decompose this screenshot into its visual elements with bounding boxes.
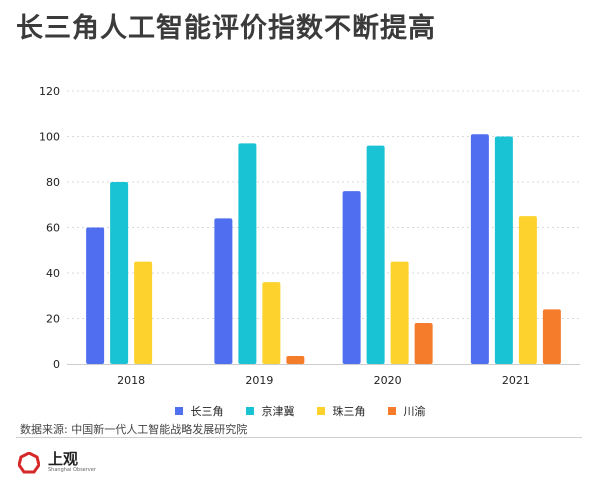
bar-2021-series-0 <box>470 134 489 364</box>
bar-2021-series-3 <box>542 309 561 364</box>
bar-2019-series-3 <box>286 356 305 364</box>
bars-layer <box>86 134 561 364</box>
legend-item: 京津冀 <box>245 403 295 419</box>
bar-2019-series-2 <box>262 282 281 364</box>
legend-label: 京津冀 <box>261 405 295 418</box>
y-tick-label: 100 <box>39 131 60 144</box>
bar-2019-series-1 <box>238 143 257 364</box>
bar-2020-series-2 <box>390 261 409 364</box>
bar-2019-series-0 <box>214 218 233 364</box>
legend-item: 珠三角 <box>316 403 366 419</box>
brand-logo-icon <box>18 452 40 474</box>
x-tick-label: 2021 <box>502 374 530 387</box>
bar-2021-series-1 <box>494 136 513 364</box>
legend-item: 川渝 <box>387 403 426 419</box>
bar-2020-series-3 <box>414 323 433 364</box>
grid-layer <box>67 90 580 319</box>
legend-swatch <box>245 407 254 415</box>
legend-label: 长三角 <box>190 405 224 418</box>
bar-2018-series-2 <box>134 261 153 364</box>
legend-swatch <box>174 407 183 415</box>
y-tick-label: 60 <box>46 222 60 235</box>
bar-chart: 0 20 40 60 80 100 120 2018 2019 2020 2021 <box>39 85 580 387</box>
x-tick-label: 2020 <box>374 374 402 387</box>
brand-text: 上观 Shanghai Observer <box>48 452 96 474</box>
ticks-layer: 0 20 40 60 80 100 120 2018 2019 2020 2021 <box>39 85 530 387</box>
legend-swatch <box>316 407 325 415</box>
legend-swatch <box>387 407 396 415</box>
legend: 长三角 京津冀 珠三角 川渝 <box>0 403 600 419</box>
x-tick-label: 2018 <box>117 374 145 387</box>
brand-name: 上观 <box>48 450 79 468</box>
x-tick-label: 2019 <box>245 374 273 387</box>
bar-2021-series-2 <box>518 216 537 364</box>
brand-subtitle: Shanghai Observer <box>48 467 96 473</box>
y-tick-label: 40 <box>46 267 60 280</box>
bar-2020-series-0 <box>342 191 361 364</box>
bar-2020-series-1 <box>366 145 385 364</box>
bar-2018-series-1 <box>110 182 129 364</box>
chart-title: 长三角人工智能评价指数不断提高 <box>16 13 436 44</box>
legend-item: 长三角 <box>174 403 224 419</box>
y-tick-label: 120 <box>39 85 60 98</box>
brand-block: 上观 Shanghai Observer <box>18 452 96 474</box>
y-tick-label: 20 <box>46 313 60 326</box>
data-source-note: 数据来源: 中国新一代人工智能战略发展研究院 <box>20 423 248 436</box>
footer-divider <box>16 437 582 438</box>
legend-label: 珠三角 <box>332 405 366 418</box>
bar-2018-series-0 <box>86 227 105 364</box>
y-tick-label: 80 <box>46 176 60 189</box>
legend-label: 川渝 <box>403 405 426 418</box>
y-tick-label: 0 <box>53 358 60 371</box>
